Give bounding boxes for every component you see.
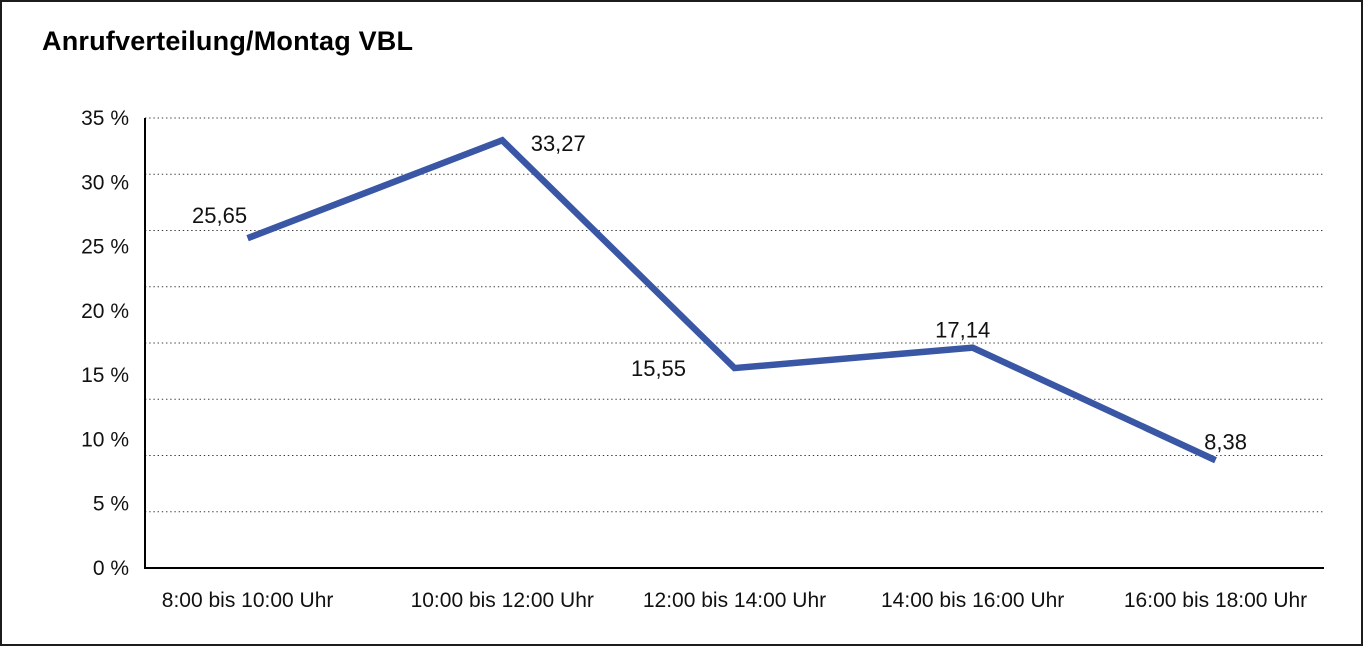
- y-tick-label: 30 %: [81, 171, 129, 194]
- data-label: 33,27: [531, 131, 586, 156]
- y-tick-label: 0 %: [93, 557, 129, 580]
- y-tick-label: 20 %: [81, 300, 129, 323]
- data-label: 25,65: [192, 203, 247, 228]
- x-tick-label: 12:00 bis 14:00 Uhr: [643, 589, 826, 612]
- x-tick-label: 16:00 bis 18:00 Uhr: [1124, 589, 1307, 612]
- y-tick-label: 15 %: [81, 364, 129, 387]
- data-label: 17,14: [935, 318, 990, 343]
- x-tick-label: 10:00 bis 12:00 Uhr: [411, 589, 594, 612]
- y-tick-label: 25 %: [81, 236, 129, 259]
- data-line: [246, 136, 1217, 464]
- data-label: 8,38: [1204, 429, 1247, 454]
- x-tick-label: 14:00 bis 16:00 Uhr: [881, 589, 1064, 612]
- data-label: 15,55: [631, 356, 686, 381]
- y-tick-label: 35 %: [81, 107, 129, 130]
- y-tick-label: 10 %: [81, 428, 129, 451]
- x-tick-label: 8:00 bis 10:00 Uhr: [162, 589, 334, 612]
- chart-title: Anrufverteilung/Montag VBL: [42, 26, 414, 56]
- y-tick-label: 5 %: [93, 493, 129, 516]
